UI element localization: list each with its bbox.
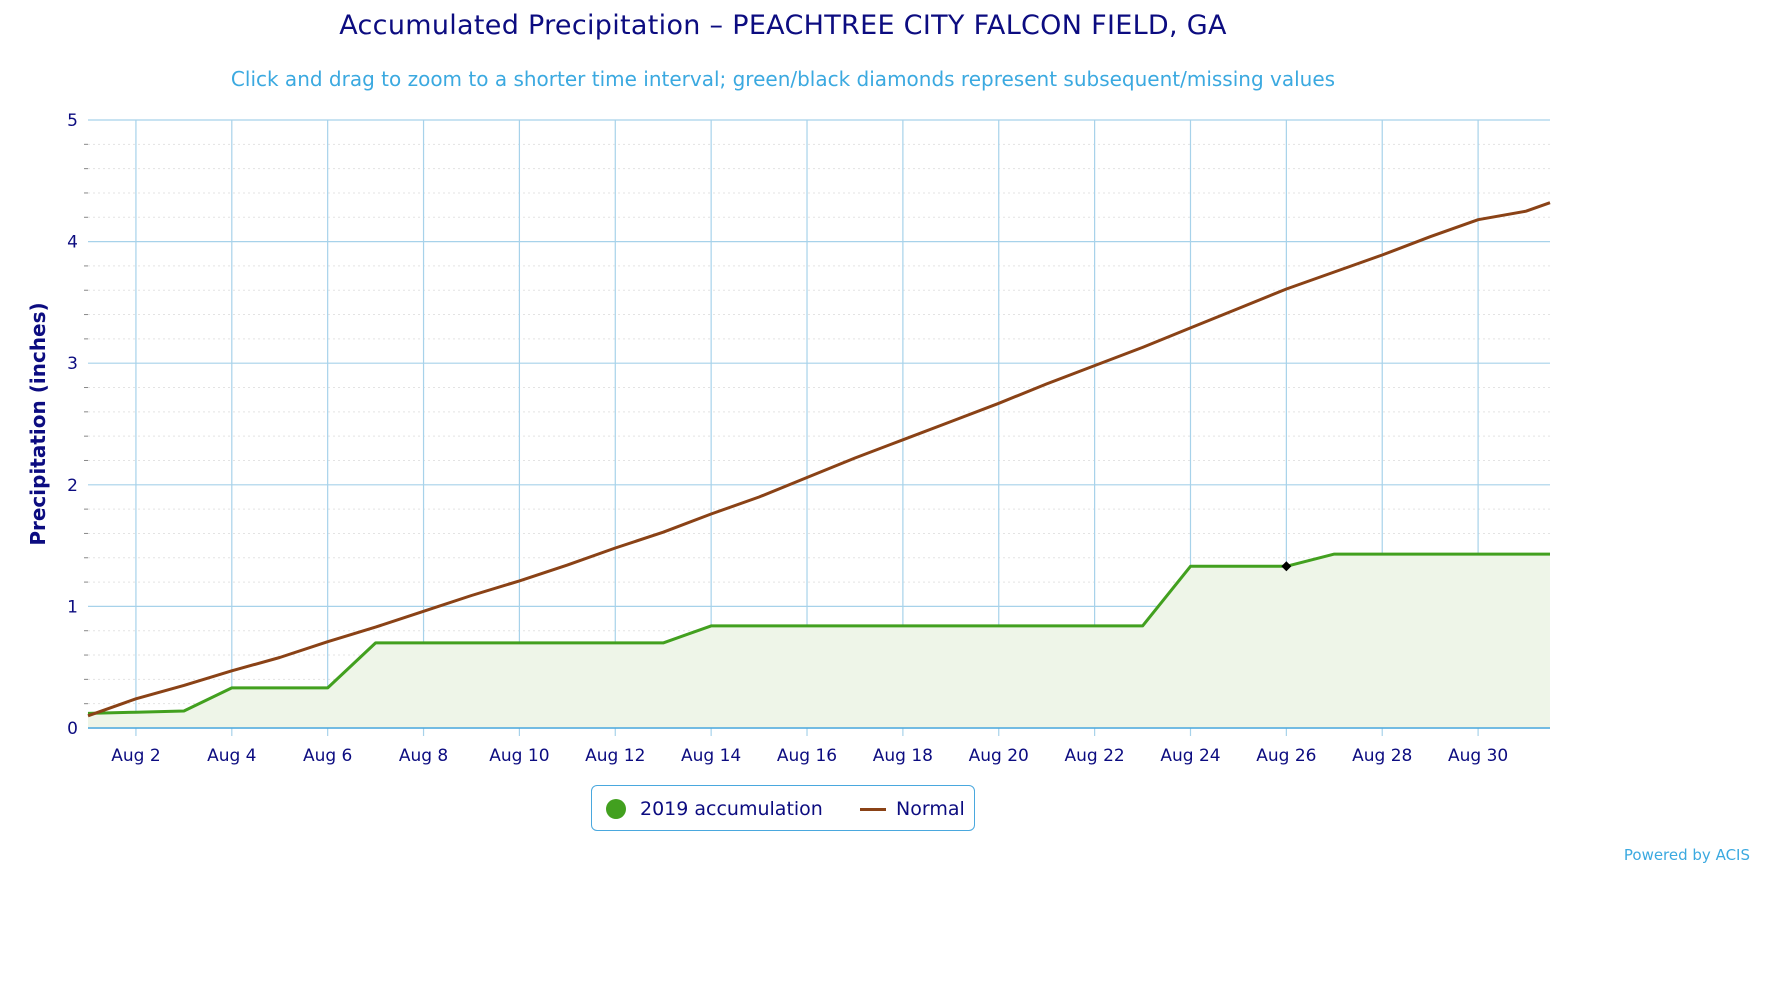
legend-label: Normal <box>896 798 965 820</box>
legend-line-icon <box>860 807 886 811</box>
y-tick-label: 1 <box>67 597 78 617</box>
x-tick-label: Aug 30 <box>1448 746 1508 766</box>
y-tick-label: 5 <box>67 111 78 131</box>
diamond-marker[interactable] <box>1281 561 1292 572</box>
y-tick-label: 4 <box>67 233 78 253</box>
y-tick-label: 2 <box>67 476 78 496</box>
legend-item-2019-accumulation[interactable]: 2019 accumulation <box>606 786 823 832</box>
x-tick-label: Aug 26 <box>1256 746 1316 766</box>
y-tick-label: 0 <box>67 719 78 739</box>
y-tick-label: 3 <box>67 354 78 374</box>
x-tick-label: Aug 14 <box>681 746 741 766</box>
legend-item-normal[interactable]: Normal <box>860 786 965 832</box>
x-tick-label: Aug 10 <box>489 746 549 766</box>
x-tick-label: Aug 12 <box>585 746 645 766</box>
x-tick-label: Aug 28 <box>1352 746 1412 766</box>
x-tick-label: Aug 18 <box>873 746 933 766</box>
x-tick-label: Aug 24 <box>1160 746 1220 766</box>
x-tick-label: Aug 16 <box>777 746 837 766</box>
chart-title: Accumulated Precipitation – PEACHTREE CI… <box>339 10 1227 41</box>
powered-by-link[interactable]: Powered by ACIS <box>1623 846 1750 864</box>
legend-label: 2019 accumulation <box>640 798 823 820</box>
x-tick-label: Aug 20 <box>969 746 1029 766</box>
x-tick-label: Aug 22 <box>1065 746 1125 766</box>
legend-dot-icon <box>606 799 626 819</box>
x-tick-label: Aug 8 <box>399 746 448 766</box>
axes: 0 1 2 3 4 5 Aug 2 Aug 4 Aug 6 Aug 8 Aug 10 Aug 12 Au… <box>26 111 1550 766</box>
x-tick-label: Aug 6 <box>303 746 352 766</box>
legend: 2019 accumulation Normal <box>591 785 975 831</box>
series-layer[interactable] <box>87 201 1551 728</box>
chart-subtitle: Click and drag to zoom to a shorter time… <box>230 67 1336 91</box>
series-line-normal[interactable] <box>87 201 1551 718</box>
y-axis-label: Precipitation (inches) <box>26 302 50 545</box>
x-tick-label: Aug 2 <box>111 746 160 766</box>
x-tick-label: Aug 4 <box>207 746 256 766</box>
series-line-2019-accumulation[interactable] <box>87 552 1550 715</box>
series-area-0 <box>88 554 1550 728</box>
